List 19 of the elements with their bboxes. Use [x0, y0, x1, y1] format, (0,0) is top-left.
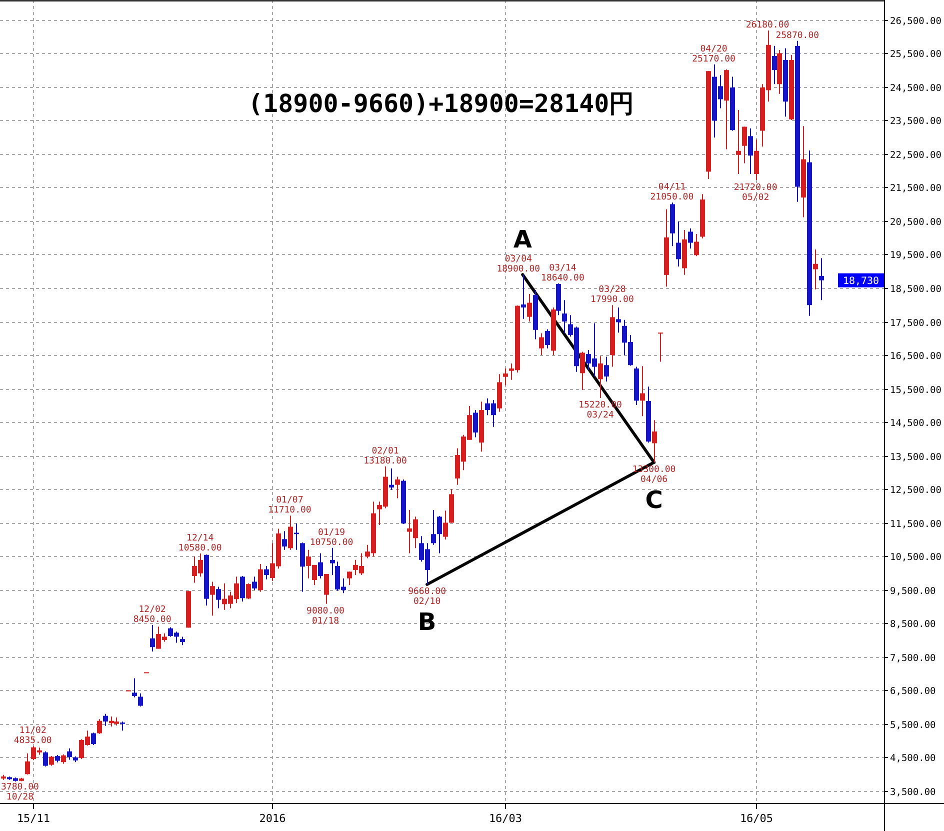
annotation: 04/20 25170.00 — [692, 44, 736, 64]
annotation: (18900-9660)+18900=28140円 — [248, 89, 634, 118]
annotation: 21720.00 05/02 — [734, 182, 778, 203]
annotation: 02/01 13180.00 — [364, 446, 407, 466]
annotation: 03/04 18900.00 — [496, 254, 540, 275]
annotation: 01/19 10750.00 — [310, 528, 354, 548]
annotation: 03/28 17990.00 — [590, 285, 634, 306]
annotation: 12/02 8450.00 — [133, 604, 172, 625]
annotation: 11/02 4835.00 — [14, 726, 52, 746]
annotation: 9080.00 01/18 — [306, 606, 344, 627]
annotation: 04/11 21050.00 — [650, 182, 694, 202]
annotation: 25870.00 — [776, 30, 820, 41]
annotation: 26180.00 — [746, 20, 790, 30]
annotation: 9660.00 02/10 — [408, 587, 446, 608]
annotation: 3780.00 10/28 — [1, 782, 39, 802]
annotation: 18,730 — [842, 276, 880, 287]
annotation: 12/14 10580.00 — [178, 534, 222, 554]
annotation: 01/07 11710.00 — [268, 496, 312, 516]
annotation: 03/14 18640.00 — [541, 263, 584, 284]
